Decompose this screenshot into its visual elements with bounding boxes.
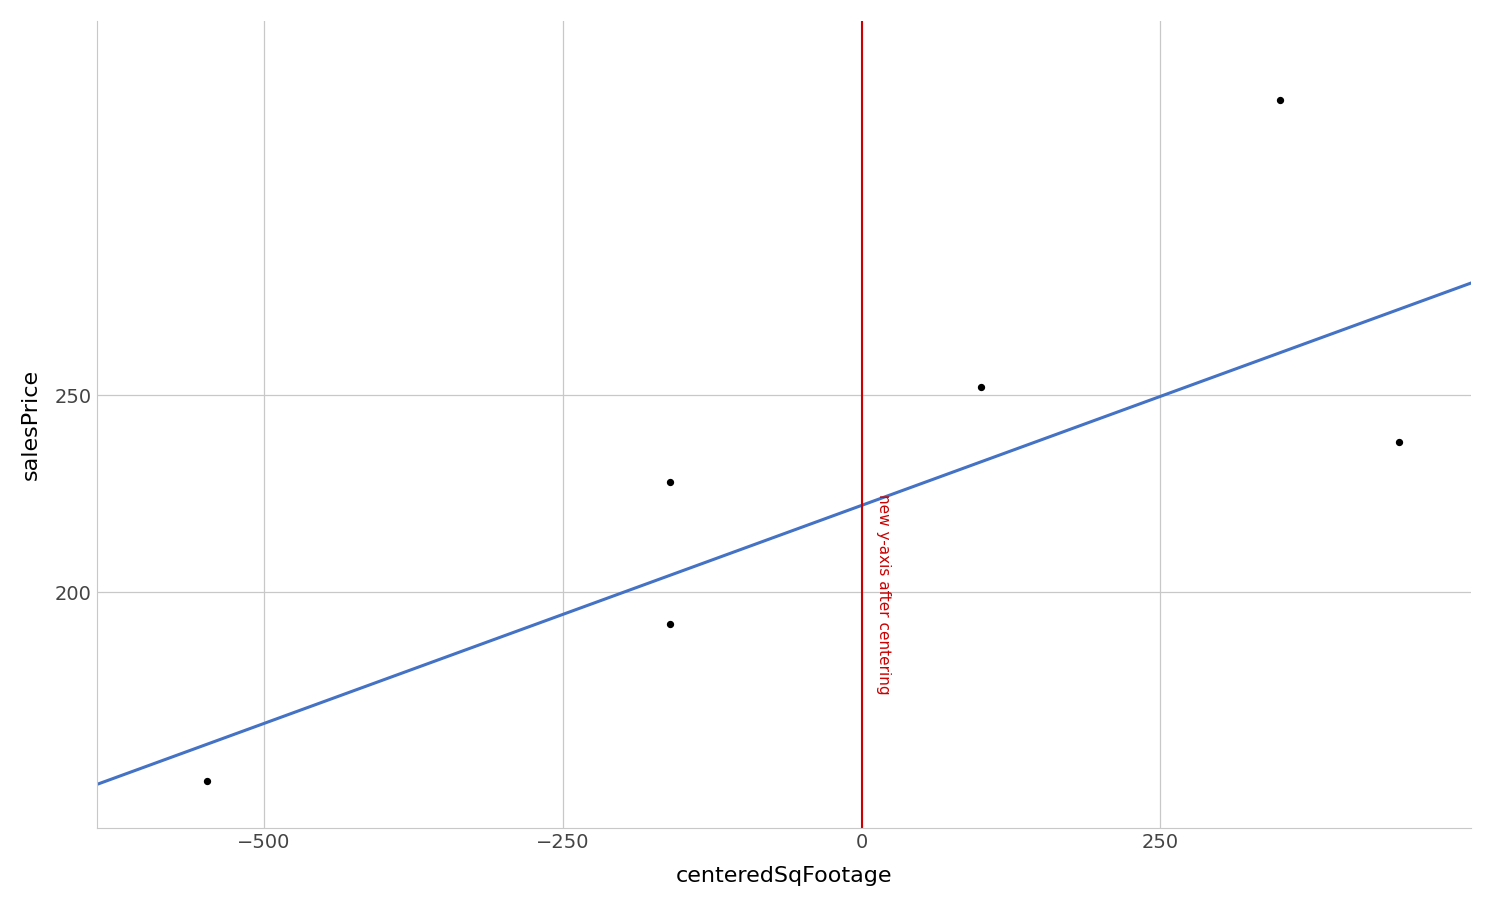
Point xyxy=(658,474,682,489)
Point xyxy=(1388,435,1411,450)
Point xyxy=(658,617,682,631)
Point xyxy=(1268,93,1292,107)
Y-axis label: salesPrice: salesPrice xyxy=(21,369,40,480)
Point xyxy=(195,774,219,788)
Text: new y-axis after centering: new y-axis after centering xyxy=(876,493,891,694)
Point xyxy=(970,380,994,395)
X-axis label: centeredSqFootage: centeredSqFootage xyxy=(676,866,892,886)
